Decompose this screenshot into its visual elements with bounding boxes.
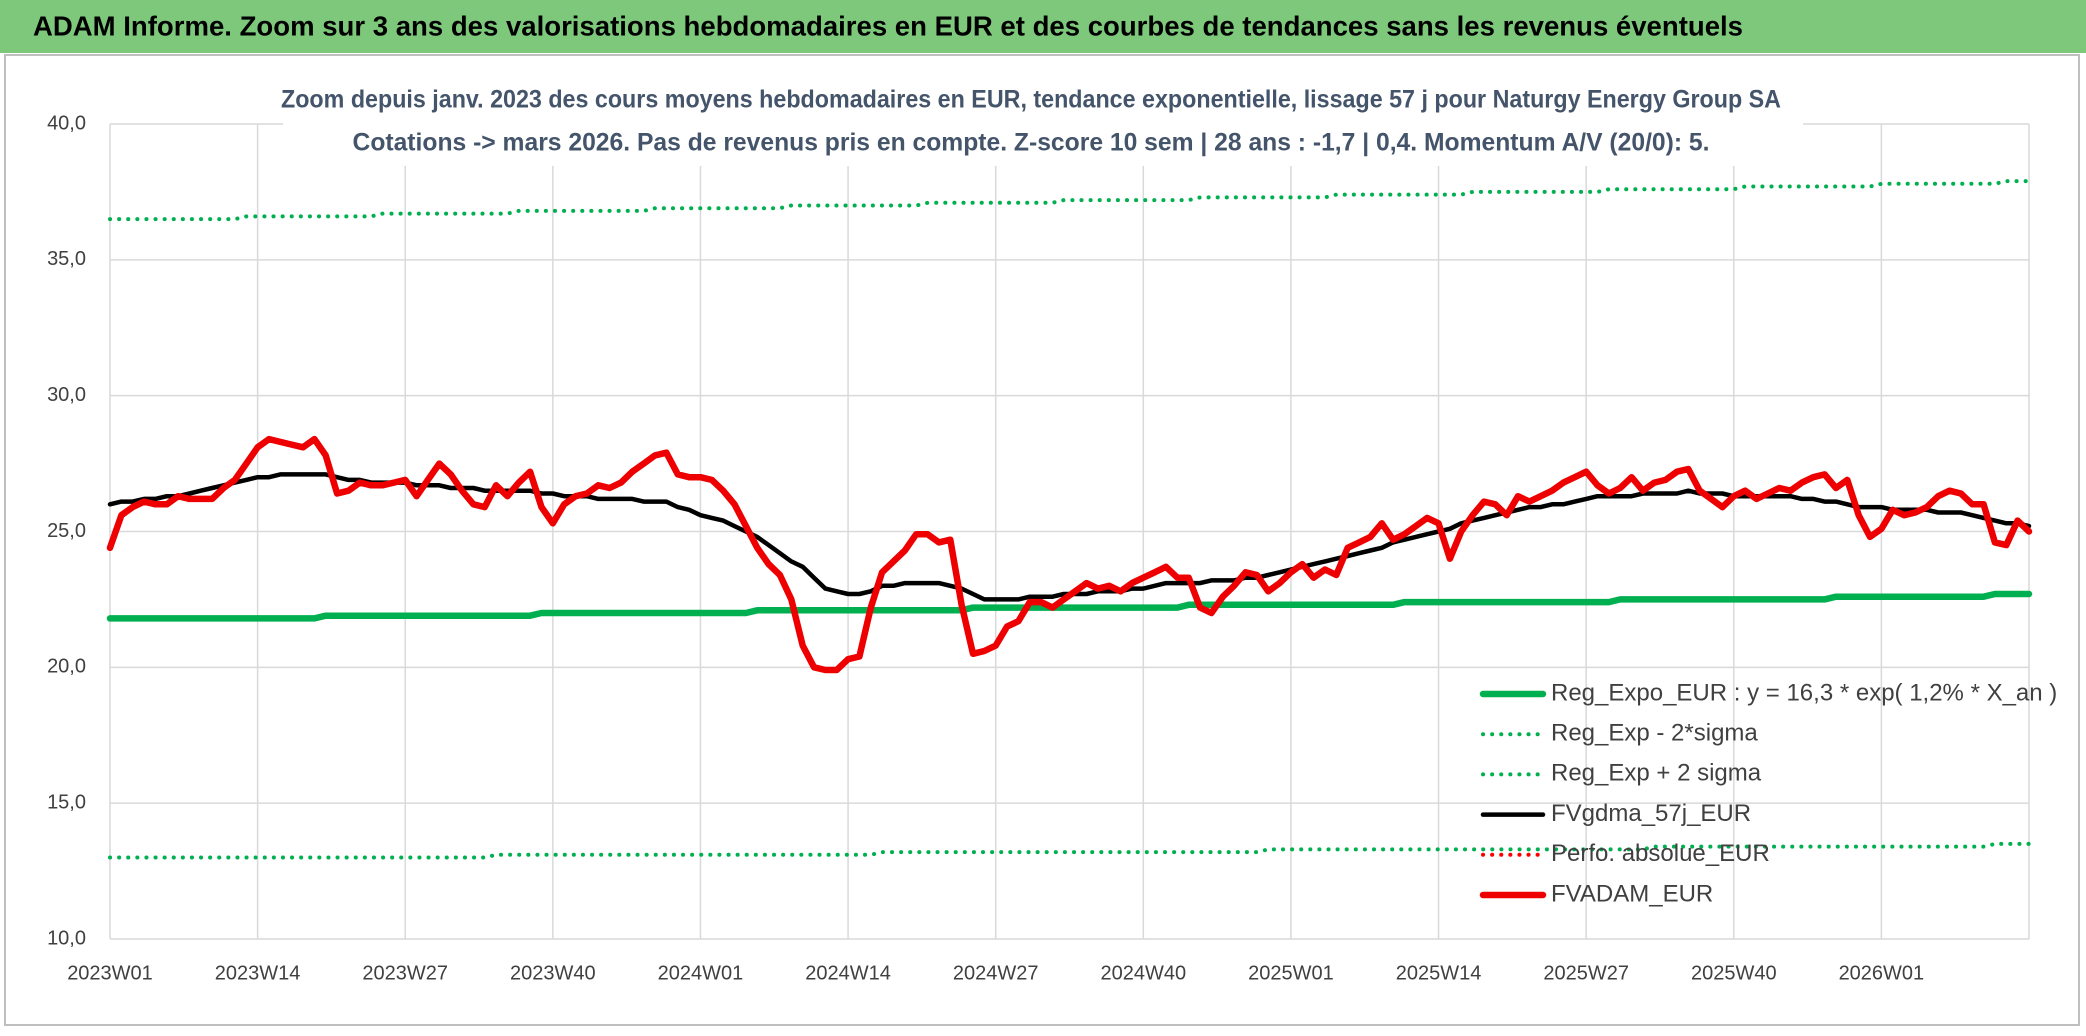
x-tick-label: 2025W27 (1543, 962, 1629, 984)
legend-label: FVADAM_EUR (1551, 880, 1713, 907)
y-tick-label: 15,0 (47, 791, 86, 813)
x-tick-label: 2024W40 (1100, 962, 1186, 984)
x-tick-label: 2026W01 (1839, 962, 1925, 984)
legend-label: Reg_Exp - 2*sigma (1551, 720, 1758, 747)
x-tick-label: 2023W01 (67, 962, 153, 984)
y-tick-label: 25,0 (47, 520, 86, 542)
x-tick-label: 2023W14 (215, 962, 301, 984)
y-tick-label: 35,0 (47, 248, 86, 270)
header-band (0, 0, 2086, 53)
x-tick-label: 2024W27 (953, 962, 1039, 984)
x-tick-label: 2024W14 (805, 962, 891, 984)
x-tick-label: 2025W14 (1396, 962, 1482, 984)
series-line (106, 590, 2033, 622)
legend-label: Reg_Expo_EUR : y = 16,3 * exp( 1,2% * X_… (1551, 679, 2057, 706)
legend-label: Reg_Exp + 2 sigma (1551, 760, 1762, 787)
plot-area: 10,0 15,0 20,0 25,0 30,0 35,0 40,0 2023W01 2023W… (47, 112, 2033, 984)
chart-frame (4, 54, 2080, 1026)
x-tick-label: 2025W01 (1248, 962, 1334, 984)
chart-subtitle: Cotations -> mars 2026. Pas de revenus p… (353, 129, 1710, 157)
x-tick-label: 2025W40 (1691, 962, 1777, 984)
series-line (106, 435, 2033, 674)
y-tick-label: 40,0 (47, 112, 86, 134)
x-tick-label: 2023W27 (362, 962, 448, 984)
header-title: ADAM Informe. Zoom sur 3 ans des valoris… (33, 10, 1743, 41)
legend-label: FVgdma_57j_EUR (1551, 800, 1751, 827)
y-tick-label: 10,0 (47, 927, 86, 949)
chart-title: Zoom depuis janv. 2023 des cours moyens … (281, 86, 1781, 114)
legend-label: Perfo. absolue_EUR (1551, 840, 1770, 867)
y-tick-label: 20,0 (47, 656, 86, 678)
x-tick-label: 2023W40 (510, 962, 596, 984)
series-line (108, 841, 2031, 860)
y-tick-label: 30,0 (47, 384, 86, 406)
title-background (283, 80, 1803, 166)
x-tick-label: 2024W01 (658, 962, 744, 984)
series-line (108, 179, 2031, 222)
